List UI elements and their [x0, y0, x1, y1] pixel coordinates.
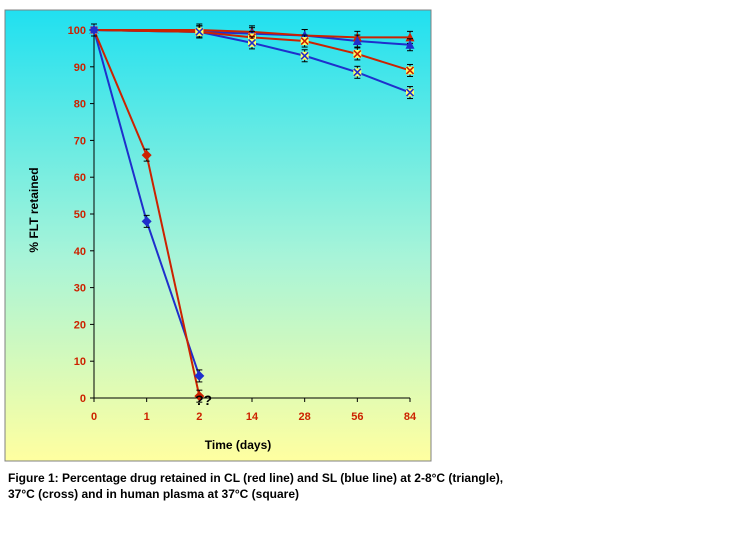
y-tick-label: 60	[74, 172, 86, 184]
caption-line-1: Figure 1: Percentage drug retained in CL…	[8, 471, 504, 485]
x-tick-label: 28	[299, 411, 311, 423]
triangle-marker	[352, 36, 362, 46]
triangle-marker	[405, 39, 415, 49]
caption-line-2: 37°C (cross) and in human plasma at 37°C…	[8, 487, 300, 501]
cross-marker	[247, 38, 257, 47]
cross-marker	[300, 36, 309, 46]
diamond-marker	[141, 216, 152, 227]
cross-marker	[353, 68, 362, 77]
y-tick-label: 20	[74, 319, 86, 331]
x-tick-label: 84	[404, 411, 417, 423]
diamond-marker	[141, 150, 152, 161]
y-tick-label: 30	[74, 283, 86, 295]
cross-marker	[353, 49, 362, 58]
x-tick-label: 1	[144, 411, 150, 423]
diamond-marker	[194, 391, 205, 402]
series-line	[93, 29, 411, 72]
y-tick-label: 10	[74, 356, 86, 368]
x-tick-label: 56	[351, 411, 363, 423]
x-tick-label: 14	[246, 411, 259, 423]
cross-marker	[405, 66, 415, 75]
y-tick-label: 70	[74, 135, 86, 147]
cross-marker	[195, 27, 204, 36]
tick-labels: 0 10 20 30 40 50 60 70 80 90 100 0 1 2 14 28 56 84	[68, 25, 417, 423]
annotation-label: ??	[195, 392, 212, 408]
chart: 0 10 20 30 40 50 60 70 80 90 100 0 1 2 14 28 56 84 Time (…	[4, 9, 432, 462]
y-tick-label: 40	[74, 246, 86, 258]
cross-marker	[300, 51, 309, 60]
series-markers	[89, 23, 415, 403]
y-tick-label: 0	[80, 393, 86, 405]
x-axis-label: Time (days)	[205, 438, 271, 452]
diamond-marker	[89, 25, 99, 35]
series-line	[94, 29, 410, 39]
y-tick-label: 90	[74, 62, 86, 74]
cross-marker	[405, 88, 415, 97]
y-axis-label: % FLT retained	[27, 167, 41, 252]
diamond-marker	[194, 370, 205, 381]
y-tick-label: 50	[74, 209, 86, 221]
y-tick-label: 100	[68, 25, 86, 37]
x-tick-label: 0	[91, 411, 97, 423]
y-tick-label: 80	[74, 99, 86, 111]
x-tick-label: 2	[196, 411, 202, 423]
figure-caption: Figure 1: Percentage drug retained in CL…	[8, 470, 723, 502]
chart-background	[4, 9, 432, 462]
